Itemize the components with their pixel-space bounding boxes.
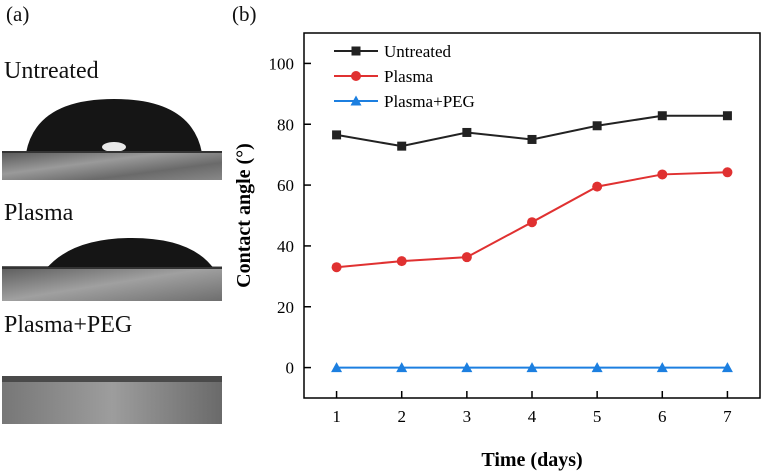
- untreated-droplet-photo: [2, 95, 222, 180]
- data-point: [461, 252, 472, 263]
- data-point: [396, 256, 407, 267]
- data-point: [461, 362, 473, 373]
- legend-label: Plasma: [384, 67, 434, 86]
- legend-marker: [351, 71, 361, 81]
- data-point: [397, 141, 407, 151]
- data-point: [592, 121, 602, 131]
- y-axis-label: Contact angle (°): [233, 143, 255, 288]
- y-tick-label: 40: [277, 237, 294, 256]
- x-tick-label: 3: [463, 407, 472, 426]
- data-point: [656, 362, 668, 373]
- legend-label: Untreated: [384, 42, 452, 61]
- data-point: [527, 217, 537, 228]
- legend-marker: [350, 95, 362, 106]
- plasma-droplet-photo: [2, 236, 222, 301]
- panel-a-label: (a): [6, 2, 30, 26]
- x-axis-label: Time (days): [481, 449, 582, 471]
- data-point: [331, 362, 343, 373]
- data-point: [592, 181, 603, 192]
- data-point: [722, 167, 733, 178]
- legend-marker: [351, 46, 361, 56]
- x-tick-label: 5: [593, 407, 602, 426]
- legend-label: Plasma+PEG: [384, 92, 475, 111]
- data-point: [591, 362, 603, 373]
- x-tick-label: 7: [723, 407, 732, 426]
- y-tick-label: 100: [269, 54, 295, 73]
- plasma-peg-droplet-photo: [2, 376, 222, 424]
- data-point: [527, 134, 537, 144]
- data-point: [722, 111, 732, 121]
- y-tick-label: 80: [277, 115, 294, 134]
- data-point: [657, 111, 667, 121]
- y-tick-label: 0: [286, 359, 295, 378]
- data-point: [526, 362, 538, 373]
- data-point: [721, 362, 733, 373]
- data-point: [396, 362, 408, 373]
- y-tick-label: 20: [277, 298, 294, 317]
- x-tick-label: 1: [332, 407, 341, 426]
- data-point: [332, 130, 342, 140]
- data-point: [657, 169, 668, 180]
- y-tick-label: 60: [277, 176, 294, 195]
- plot-frame: [303, 32, 761, 399]
- x-tick-label: 6: [658, 407, 667, 426]
- panel-b-label: (b): [232, 2, 257, 26]
- x-tick-label: 4: [528, 407, 537, 426]
- photo-label-plasma: Plasma: [4, 200, 74, 226]
- data-point: [331, 262, 342, 273]
- x-tick-label: 2: [397, 407, 406, 426]
- data-point: [462, 127, 472, 137]
- photo-label-plasma-peg: Plasma+PEG: [4, 312, 133, 338]
- photo-label-untreated: Untreated: [4, 58, 99, 84]
